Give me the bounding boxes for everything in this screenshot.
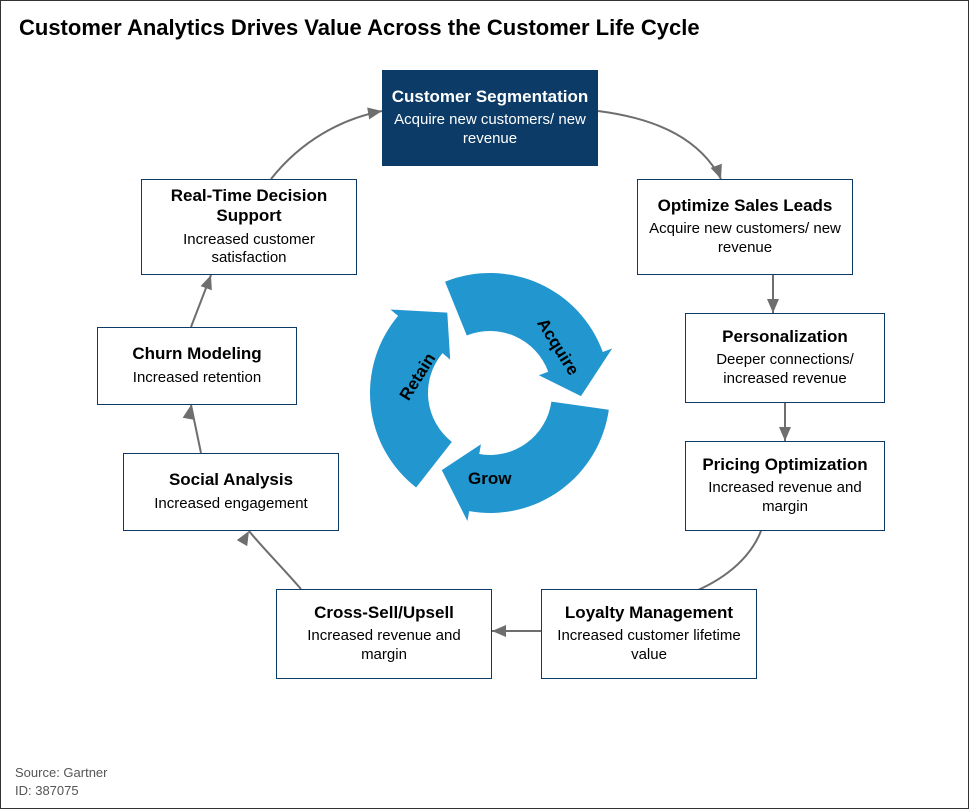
node-title: Loyalty Management bbox=[550, 603, 748, 623]
arrowhead-leads-pers bbox=[767, 299, 779, 313]
node-sub: Increased engagement bbox=[132, 495, 330, 514]
node-social: Social Analysis Increased engagement bbox=[123, 453, 339, 531]
node-sub: Increased customer satisfaction bbox=[150, 231, 348, 269]
node-title: Cross-Sell/Upsell bbox=[285, 603, 483, 623]
center-cycle: RetainAcquireGrow bbox=[360, 263, 620, 523]
node-title: Social Analysis bbox=[132, 470, 330, 490]
center-arc-1 bbox=[442, 402, 609, 521]
edge-seg-leads bbox=[598, 111, 721, 179]
edge-churn-rtd bbox=[191, 275, 211, 327]
node-sub: Deeper connections/ increased revenue bbox=[694, 351, 876, 389]
node-leads: Optimize Sales Leads Acquire new customer… bbox=[637, 179, 853, 275]
edge-rtd-seg bbox=[271, 111, 382, 179]
id-line: ID: 387075 bbox=[15, 783, 79, 798]
node-title: Real-Time Decision Support bbox=[150, 186, 348, 227]
node-sub: Increased revenue and margin bbox=[694, 479, 876, 517]
edge-cross-social bbox=[249, 531, 301, 589]
node-title: Churn Modeling bbox=[106, 344, 288, 364]
node-seg: Customer Segmentation Acquire new custome… bbox=[382, 70, 598, 166]
center-arc-0 bbox=[445, 273, 612, 396]
node-title: Customer Segmentation bbox=[391, 87, 589, 107]
edge-social-churn bbox=[191, 405, 201, 453]
node-cross: Cross-Sell/Upsell Increased revenue and m… bbox=[276, 589, 492, 679]
arrowhead-churn-rtd bbox=[201, 273, 217, 290]
arrowhead-loyal-cross bbox=[492, 625, 506, 637]
edge-price-loyal bbox=[691, 531, 761, 593]
node-sub: Acquire new customers/ new revenue bbox=[646, 220, 844, 258]
arrowhead-pers-price bbox=[779, 427, 791, 441]
node-sub: Increased customer lifetime value bbox=[550, 627, 748, 665]
diagram-frame: Customer Analytics Drives Value Across t… bbox=[0, 0, 969, 809]
center-label-grow: Grow bbox=[468, 469, 511, 489]
node-pers: Personalization Deeper connections/ incre… bbox=[685, 313, 885, 403]
node-title: Personalization bbox=[694, 327, 876, 347]
node-loyal: Loyalty Management Increased customer lif… bbox=[541, 589, 757, 679]
arrowhead-social-churn bbox=[183, 404, 197, 420]
arrowhead-rtd-seg bbox=[367, 105, 383, 119]
node-sub: Increased revenue and margin bbox=[285, 627, 483, 665]
node-title: Pricing Optimization bbox=[694, 455, 876, 475]
node-rtd: Real-Time Decision Support Increased cust… bbox=[141, 179, 357, 275]
node-price: Pricing Optimization Increased revenue an… bbox=[685, 441, 885, 531]
node-sub: Acquire new customers/ new revenue bbox=[391, 111, 589, 149]
source-line: Source: Gartner bbox=[15, 765, 108, 780]
page-title: Customer Analytics Drives Value Across t… bbox=[19, 15, 700, 41]
node-title: Optimize Sales Leads bbox=[646, 196, 844, 216]
node-churn: Churn Modeling Increased retention bbox=[97, 327, 297, 405]
node-sub: Increased retention bbox=[106, 369, 288, 388]
